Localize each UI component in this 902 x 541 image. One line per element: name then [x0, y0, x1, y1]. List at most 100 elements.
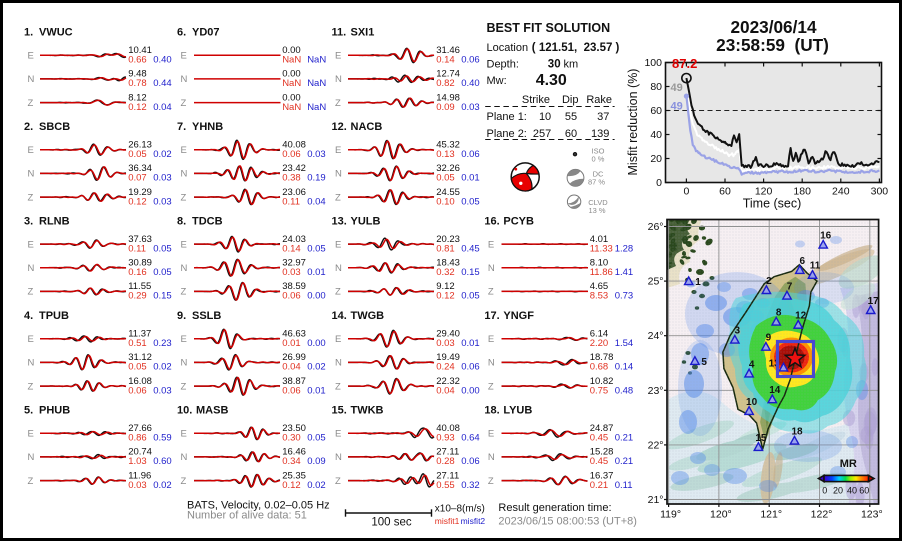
svg-text:0.45: 0.45	[590, 456, 609, 467]
svg-text:0.45: 0.45	[461, 243, 480, 254]
svg-text:0.60: 0.60	[153, 456, 172, 467]
svg-text:120°: 120°	[710, 508, 732, 520]
svg-text:0.06: 0.06	[461, 362, 480, 373]
svg-text:0.03: 0.03	[307, 149, 326, 160]
svg-text:10.: 10.	[177, 405, 192, 417]
svg-text:0.04: 0.04	[307, 196, 326, 207]
svg-text:1.54: 1.54	[615, 338, 634, 349]
svg-text:0.05: 0.05	[307, 433, 326, 444]
svg-text:0.00: 0.00	[282, 92, 301, 103]
svg-text:23.42: 23.42	[282, 163, 306, 174]
svg-text:40.08: 40.08	[436, 423, 460, 434]
svg-text:12.: 12.	[332, 121, 347, 133]
svg-text:N: N	[181, 169, 188, 180]
svg-text:0.06: 0.06	[128, 385, 147, 396]
svg-text:180: 180	[793, 186, 811, 198]
svg-text:E: E	[181, 334, 187, 345]
svg-text:11.55: 11.55	[128, 281, 151, 292]
svg-text:N: N	[335, 74, 342, 85]
svg-text:N: N	[335, 358, 342, 369]
svg-text:16.37: 16.37	[590, 470, 614, 481]
svg-text:N: N	[28, 358, 35, 369]
svg-text:Plane 1:: Plane 1:	[487, 111, 527, 123]
svg-text:26.99: 26.99	[282, 352, 306, 363]
svg-text:N: N	[488, 452, 495, 463]
svg-text:240: 240	[832, 186, 850, 198]
svg-text:2023/06/14: 2023/06/14	[730, 17, 816, 37]
svg-text:100 sec: 100 sec	[371, 517, 412, 529]
svg-text:Z: Z	[181, 476, 187, 487]
svg-text:6.14: 6.14	[590, 329, 609, 340]
svg-text:0.06: 0.06	[461, 456, 480, 467]
svg-text:0.05: 0.05	[153, 267, 172, 278]
svg-text:x10–8(m/s): x10–8(m/s)	[435, 503, 485, 514]
svg-text:0.32: 0.32	[461, 480, 480, 491]
svg-text:6.: 6.	[177, 27, 186, 39]
svg-text:NaN: NaN	[307, 78, 326, 89]
svg-text:YD07: YD07	[192, 27, 220, 39]
svg-text:60: 60	[650, 105, 662, 117]
svg-text:0.12: 0.12	[282, 480, 301, 491]
svg-text:0.28: 0.28	[436, 456, 455, 467]
svg-text:121°: 121°	[760, 508, 782, 520]
svg-text:2: 2	[766, 276, 772, 287]
svg-text:0.24: 0.24	[436, 362, 455, 373]
svg-text:25.35: 25.35	[282, 470, 306, 481]
svg-text:Z: Z	[181, 287, 187, 298]
svg-text:0.34: 0.34	[282, 456, 301, 467]
svg-text:Misfit reduction (%): Misfit reduction (%)	[626, 69, 640, 176]
svg-text:20: 20	[833, 485, 843, 495]
svg-text:( 121.51, 23.57 ): ( 121.51, 23.57 )	[532, 42, 620, 54]
svg-text:139: 139	[591, 128, 609, 140]
svg-text:0.00: 0.00	[307, 291, 326, 302]
svg-text:11.86: 11.86	[590, 267, 613, 278]
svg-text:1.28: 1.28	[615, 243, 634, 254]
svg-text:N: N	[488, 358, 495, 369]
svg-text:0.05: 0.05	[461, 291, 480, 302]
svg-text:Plane 2:: Plane 2:	[487, 128, 527, 140]
svg-text:0.01: 0.01	[282, 338, 301, 349]
svg-text:12.74: 12.74	[436, 69, 460, 80]
svg-text:16.: 16.	[484, 216, 499, 228]
svg-text:0.81: 0.81	[436, 243, 455, 254]
svg-text:20.74: 20.74	[128, 447, 152, 458]
svg-text:45.32: 45.32	[436, 140, 460, 151]
svg-text:2023/06/15 08:00:53 (UT+8): 2023/06/15 08:00:53 (UT+8)	[498, 516, 637, 528]
svg-text:YHNB: YHNB	[192, 121, 223, 133]
svg-text:3: 3	[735, 326, 741, 337]
svg-text:0.07: 0.07	[128, 173, 147, 184]
svg-text:N: N	[181, 452, 188, 463]
svg-text:E: E	[181, 51, 187, 62]
svg-text:NaN: NaN	[307, 102, 326, 113]
svg-text:16.08: 16.08	[128, 376, 152, 387]
svg-text:Time (sec): Time (sec)	[743, 197, 802, 211]
svg-text:38.87: 38.87	[282, 376, 306, 387]
svg-text:24.03: 24.03	[282, 234, 306, 245]
svg-text:Z: Z	[28, 381, 34, 392]
svg-text:0.03: 0.03	[282, 267, 301, 278]
svg-text:9.48: 9.48	[128, 69, 147, 80]
svg-text:E: E	[28, 239, 34, 250]
svg-text:E: E	[28, 145, 34, 156]
svg-text:40: 40	[847, 485, 857, 495]
svg-text:22.32: 22.32	[436, 376, 460, 387]
svg-text:0.14: 0.14	[615, 362, 634, 373]
svg-text:8.53: 8.53	[590, 291, 609, 302]
svg-text:Z: Z	[335, 381, 341, 392]
svg-text:11.96: 11.96	[128, 470, 151, 481]
svg-text:MASB: MASB	[196, 405, 228, 417]
svg-text:22°: 22°	[648, 439, 664, 451]
svg-text:0.00: 0.00	[461, 385, 480, 396]
svg-text:0.75: 0.75	[590, 385, 609, 396]
svg-text:0.59: 0.59	[153, 433, 172, 444]
svg-text:0.00: 0.00	[307, 338, 326, 349]
svg-text:4.: 4.	[24, 310, 33, 322]
svg-text:17.: 17.	[484, 310, 499, 322]
svg-text:1.03: 1.03	[128, 456, 147, 467]
svg-text:Z: Z	[28, 476, 34, 487]
svg-text:13 %: 13 %	[588, 206, 605, 215]
svg-text:4: 4	[749, 359, 755, 370]
svg-text:32.26: 32.26	[436, 163, 460, 174]
svg-text:TDCB: TDCB	[192, 216, 223, 228]
svg-text:0.00: 0.00	[282, 69, 301, 80]
